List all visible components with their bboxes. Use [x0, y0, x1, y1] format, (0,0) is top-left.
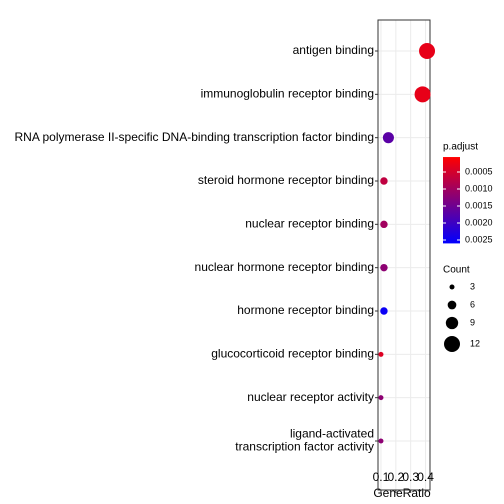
x-tick-label: 0.3: [402, 470, 419, 484]
size-label: 6: [470, 299, 475, 309]
y-tick-label: RNA polymerase II-specific DNA-binding t…: [15, 130, 375, 144]
y-tick-label: antigen binding: [293, 43, 374, 57]
dot: [380, 263, 388, 272]
y-tick-label: ligand-activated transcription factor act…: [235, 427, 374, 454]
y-tick-label-line: ligand-activated: [290, 427, 374, 441]
color-legend-title: p.adjust: [443, 142, 478, 153]
size-legend-title: Count: [443, 265, 470, 276]
y-tick-label: nuclear receptor activity: [247, 390, 374, 404]
y-tick-label: nuclear hormone receptor binding: [195, 260, 374, 274]
dot: [414, 86, 431, 103]
colorbar-label: 0.0010: [465, 183, 493, 193]
y-tick-label-line: transcription factor activity: [235, 440, 374, 454]
size-label: 9: [470, 317, 475, 327]
dot: [382, 132, 394, 144]
size-key: [444, 336, 460, 352]
size-label: 12: [470, 338, 480, 348]
x-tick-label: 0.1: [373, 470, 390, 484]
size-key: [447, 300, 457, 310]
dot: [380, 220, 388, 229]
y-tick-label: glucocorticoid receptor binding: [211, 347, 374, 361]
y-tick-label: steroid hormone receptor binding: [198, 173, 374, 187]
colorbar: [443, 157, 460, 244]
panel-border: [377, 19, 431, 491]
dot: [419, 43, 436, 59]
y-tick-label: hormone receptor binding: [237, 303, 374, 317]
dot: [378, 438, 384, 444]
colorbar-label: 0.0025: [465, 234, 493, 244]
dot: [380, 307, 388, 315]
dot: [380, 177, 388, 185]
x-axis-title: GeneRatio: [373, 486, 431, 500]
x-tick-label: 0.2: [387, 470, 404, 484]
colorbar-label: 0.0020: [465, 217, 493, 227]
size-label: 3: [470, 281, 475, 291]
colorbar-label: 0.0005: [465, 166, 493, 176]
size-key: [445, 316, 459, 330]
y-tick-label: nuclear receptor binding: [245, 217, 374, 231]
size-key: [449, 284, 455, 290]
y-tick-label: immunoglobulin receptor binding: [201, 87, 374, 101]
dot: [378, 395, 384, 401]
x-tick-label: 0.4: [417, 470, 434, 484]
dot: [378, 351, 384, 357]
colorbar-label: 0.0015: [465, 200, 493, 210]
